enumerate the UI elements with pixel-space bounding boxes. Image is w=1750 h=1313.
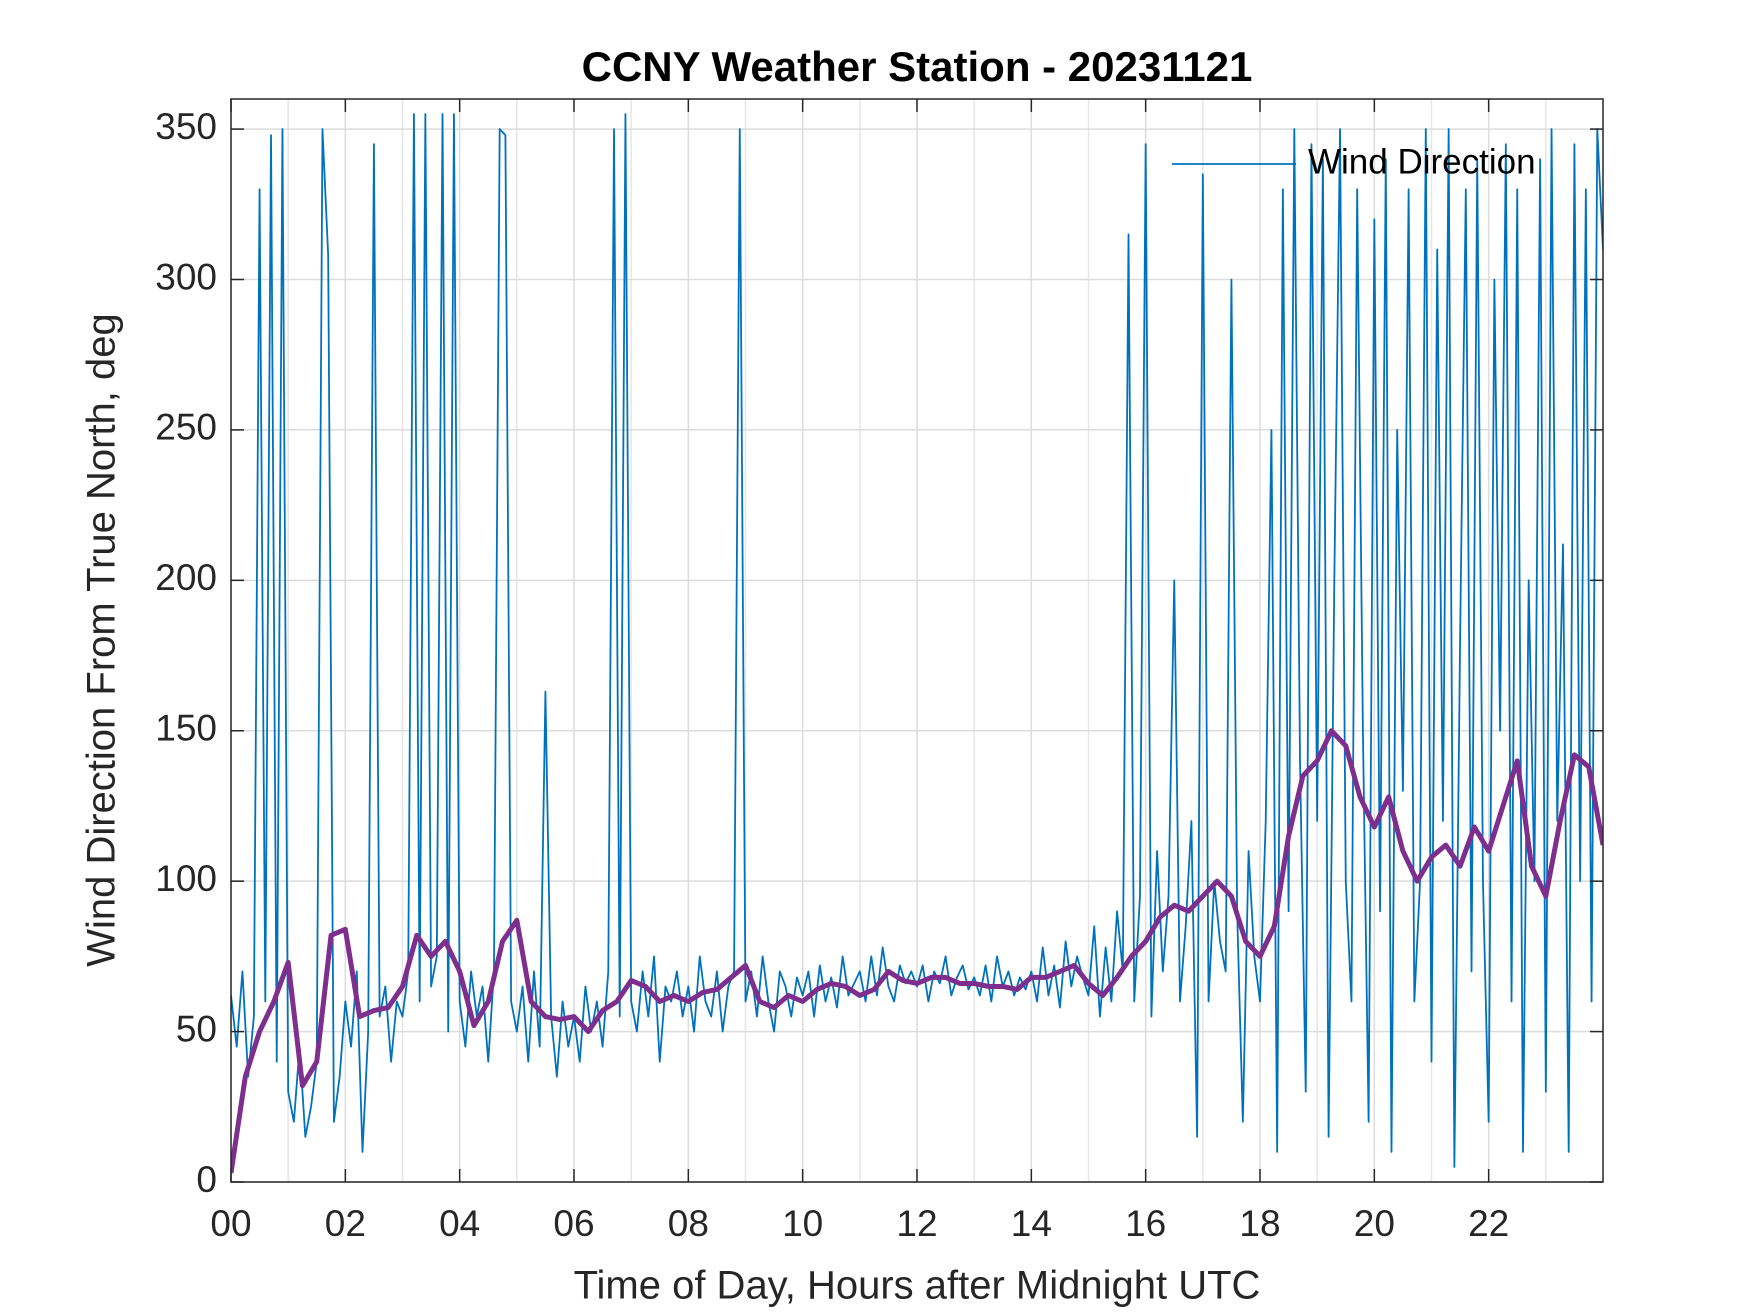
legend-label: Wind Direction bbox=[1308, 142, 1536, 181]
x-tick-label: 22 bbox=[1468, 1203, 1509, 1244]
x-tick-label: 02 bbox=[325, 1203, 366, 1244]
x-tick-label: 12 bbox=[896, 1203, 937, 1244]
y-tick-label: 0 bbox=[196, 1159, 217, 1200]
y-tick-label: 250 bbox=[155, 407, 217, 448]
x-tick-label: 16 bbox=[1125, 1203, 1166, 1244]
x-tick-label: 00 bbox=[210, 1203, 251, 1244]
x-tick-label: 10 bbox=[782, 1203, 823, 1244]
chart-title: CCNY Weather Station - 20231121 bbox=[582, 43, 1253, 90]
y-tick-label: 50 bbox=[176, 1008, 217, 1049]
x-tick-label: 08 bbox=[668, 1203, 709, 1244]
y-axis-label: Wind Direction From True North, deg bbox=[80, 313, 124, 967]
axes: 00 02 04 06 08 10 12 14 16 18 20 22 0 50 100 150 200 250 3… bbox=[155, 98, 1604, 1244]
x-tick-label: 20 bbox=[1354, 1203, 1395, 1244]
x-axis-label: Time of Day, Hours after Midnight UTC bbox=[574, 1264, 1261, 1308]
series-line bbox=[231, 113, 1603, 1168]
series-line bbox=[231, 728, 1603, 1174]
axes-box bbox=[230, 98, 1604, 1183]
y-tick-label: 350 bbox=[155, 106, 217, 147]
x-tick-label: 18 bbox=[1239, 1203, 1280, 1244]
x-tick-label: 14 bbox=[1011, 1203, 1052, 1244]
y-tick-label: 300 bbox=[155, 256, 217, 297]
y-tick-label: 150 bbox=[155, 708, 217, 749]
y-tick-label: 200 bbox=[155, 557, 217, 598]
y-tick-label: 100 bbox=[155, 858, 217, 899]
x-tick-label: 04 bbox=[439, 1203, 480, 1244]
lines bbox=[231, 113, 1603, 1174]
x-tick-label: 06 bbox=[553, 1203, 594, 1244]
